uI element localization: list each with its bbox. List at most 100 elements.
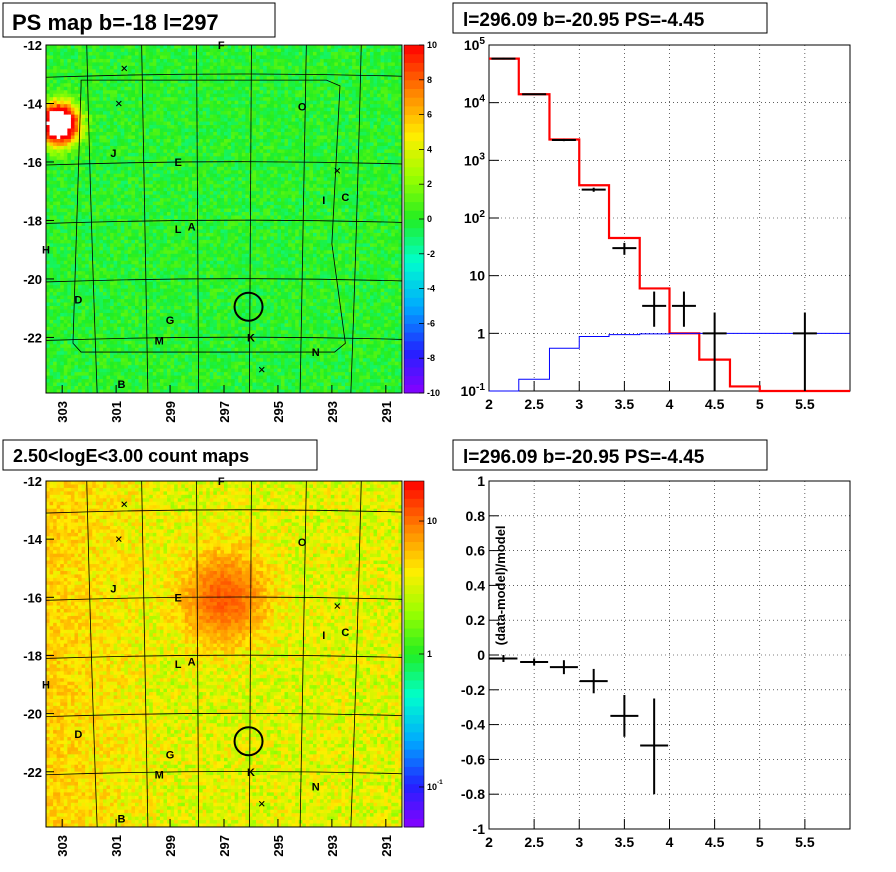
heatmap-cell	[110, 87, 114, 91]
heatmap-cell	[149, 205, 153, 209]
heatmap-cell	[46, 264, 50, 268]
heatmap-cell	[107, 254, 111, 258]
heatmap-cell	[71, 62, 75, 66]
heatmap-cell	[60, 73, 64, 77]
heatmap-cell	[220, 163, 224, 167]
heatmap-cell	[53, 362, 57, 366]
heatmap-cell	[46, 198, 50, 202]
heatmap-cell	[192, 90, 196, 94]
heatmap-cell	[142, 153, 146, 157]
heatmap-cell	[67, 104, 71, 108]
heatmap-cell	[178, 383, 182, 387]
heatmap-cell	[160, 316, 164, 320]
heatmap-cell	[139, 282, 143, 286]
heatmap-cell	[46, 320, 50, 324]
heatmap-cell	[64, 45, 68, 49]
heatmap-cell	[50, 59, 54, 63]
heatmap-cell	[107, 59, 111, 63]
heatmap-cell	[135, 365, 139, 369]
heatmap-cell	[67, 139, 71, 143]
heatmap-cell	[185, 306, 189, 310]
heatmap-cell	[185, 188, 189, 192]
heatmap-cell	[110, 90, 114, 94]
heatmap-cell	[171, 139, 175, 143]
heatmap-cell	[92, 111, 96, 115]
heatmap-cell	[135, 202, 139, 206]
heatmap-cell	[192, 257, 196, 261]
heatmap-cell	[171, 101, 175, 105]
heatmap-cell	[210, 59, 214, 63]
heatmap-cell	[46, 202, 50, 206]
heatmap-cell	[206, 289, 210, 293]
heatmap-cell	[114, 45, 118, 49]
heatmap-cell	[142, 306, 146, 310]
heatmap-cell	[78, 139, 82, 143]
heatmap-cell	[82, 198, 86, 202]
heatmap-cell	[53, 327, 57, 331]
heatmap-cell	[121, 306, 125, 310]
heatmap-cell	[174, 330, 178, 334]
heatmap-cell	[142, 76, 146, 80]
heatmap-cell	[181, 55, 185, 59]
heatmap-cell	[196, 83, 200, 87]
heatmap-cell	[67, 257, 71, 261]
heatmap-cell	[203, 292, 207, 296]
heatmap-cell	[153, 296, 157, 300]
heatmap-cell	[64, 149, 68, 153]
heatmap-cell	[107, 62, 111, 66]
heatmap-cell	[114, 320, 118, 324]
heatmap-cell	[71, 264, 75, 268]
heatmap-cell	[96, 115, 100, 119]
heatmap-cell	[171, 195, 175, 199]
heatmap-cell	[89, 97, 93, 101]
heatmap-cell	[146, 69, 150, 73]
heatmap-cell	[199, 320, 203, 324]
heatmap-cell	[185, 118, 189, 122]
heatmap-cell	[117, 108, 121, 112]
heatmap-cell	[67, 135, 71, 139]
heatmap-cell	[60, 372, 64, 376]
heatmap-cell	[192, 111, 196, 115]
heatmap-cell	[131, 149, 135, 153]
heatmap-cell	[163, 289, 167, 293]
heatmap-cell	[78, 90, 82, 94]
heatmap-cell	[160, 94, 164, 98]
heatmap-cell	[50, 198, 54, 202]
heatmap-cell	[217, 362, 221, 366]
heatmap-cell	[196, 348, 200, 352]
heatmap-cell	[57, 303, 61, 307]
heatmap-cell	[153, 191, 157, 195]
heatmap-cell	[99, 101, 103, 105]
heatmap-cell	[171, 191, 175, 195]
heatmap-cell	[149, 149, 153, 153]
heatmap-cell	[192, 83, 196, 87]
heatmap-cell	[124, 292, 128, 296]
heatmap-cell	[82, 195, 86, 199]
heatmap-cell	[124, 348, 128, 352]
heatmap-cell	[92, 59, 96, 63]
heatmap-cell	[67, 285, 71, 289]
heatmap-cell	[192, 261, 196, 265]
heatmap-cell	[71, 139, 75, 143]
heatmap-cell	[135, 330, 139, 334]
heatmap-cell	[206, 66, 210, 70]
heatmap-cell	[174, 108, 178, 112]
heatmap-cell	[185, 275, 189, 279]
heatmap-cell	[74, 59, 78, 63]
heatmap-cell	[188, 240, 192, 244]
heatmap-cell	[163, 209, 167, 213]
heatmap-cell	[181, 240, 185, 244]
heatmap-cell	[163, 101, 167, 105]
heatmap-cell	[210, 111, 214, 115]
heatmap-cell	[167, 198, 171, 202]
heatmap-cell	[71, 268, 75, 272]
heatmap-cell	[114, 163, 118, 167]
heatmap-cell	[103, 383, 107, 387]
heatmap-cell	[156, 236, 160, 240]
heatmap-cell	[160, 52, 164, 56]
heatmap-cell	[67, 87, 71, 91]
heatmap-cell	[220, 250, 224, 254]
heatmap-cell	[206, 268, 210, 272]
heatmap-cell	[53, 348, 57, 352]
heatmap-cell	[181, 97, 185, 101]
